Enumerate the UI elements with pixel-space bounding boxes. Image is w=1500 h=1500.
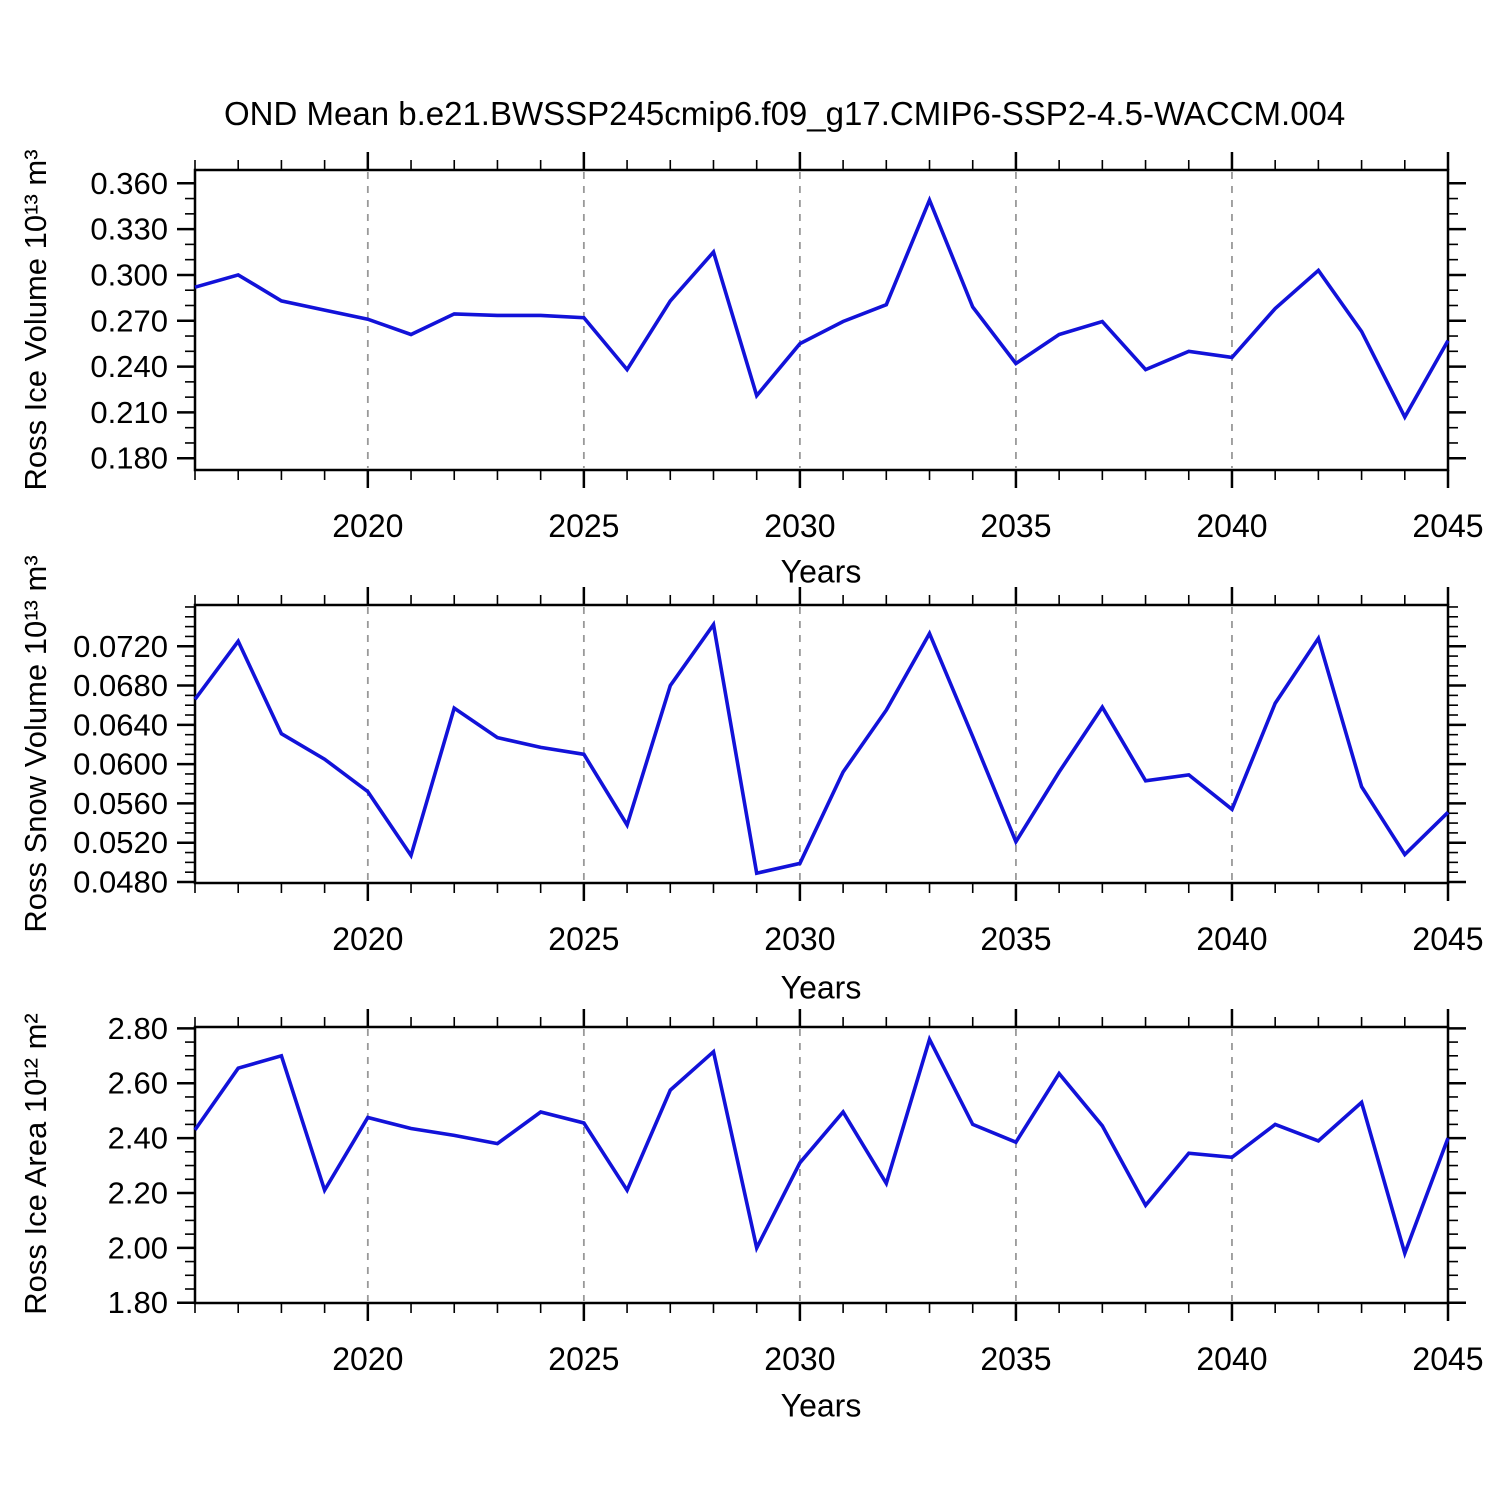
y-tick-label: 0.330 [90, 212, 168, 247]
x-axis-label-years-panel-3: Years [780, 1387, 862, 1424]
x-tick-label: 2035 [980, 921, 1051, 957]
y-axis-label-ross-snow-volume: Ross Snow Volume 10¹³ m³ [18, 555, 53, 933]
y-tick-label: 0.0560 [73, 786, 168, 821]
x-tick-label: 2025 [548, 921, 619, 957]
y-tick-label: 0.240 [90, 349, 168, 384]
x-axis-label-years-panel-1: Years [780, 553, 862, 590]
x-tick-label: 2040 [1196, 921, 1267, 957]
y-tick-label: 0.0680 [73, 668, 168, 703]
y-tick-label: 0.300 [90, 257, 168, 292]
x-tick-label: 2045 [1412, 1341, 1483, 1377]
y-axis-label-ross-ice-volume: Ross Ice Volume 10¹³ m³ [18, 149, 53, 491]
y-axis-label-ross-ice-area: Ross Ice Area 10¹² m² [18, 1013, 53, 1315]
x-tick-label: 2040 [1196, 508, 1267, 544]
plot-frame [193, 1025, 1450, 1305]
plot-frame [193, 168, 1450, 472]
x-tick-label: 2035 [980, 1341, 1051, 1377]
y-tick-label: 1.80 [108, 1285, 168, 1320]
y-tick-label: 2.60 [108, 1066, 168, 1101]
y-tick-label: 0.270 [90, 303, 168, 338]
y-tick-label: 2.40 [108, 1121, 168, 1156]
x-tick-label: 2020 [332, 1341, 403, 1377]
plot-frame [193, 603, 1450, 885]
chart-title: OND Mean b.e21.BWSSP245cmip6.f09_g17.CMI… [224, 95, 1346, 132]
y-tick-label: 0.0600 [73, 747, 168, 782]
y-tick-label: 2.80 [108, 1011, 168, 1046]
x-tick-label: 2040 [1196, 1341, 1267, 1377]
x-tick-label: 2035 [980, 508, 1051, 544]
x-tick-label: 2030 [764, 921, 835, 957]
x-tick-label: 2020 [332, 508, 403, 544]
data-series-line [193, 1034, 1450, 1260]
x-tick-label: 2030 [764, 508, 835, 544]
y-tick-label: 0.360 [90, 166, 168, 201]
x-tick-label: 2025 [548, 1341, 619, 1377]
x-tick-label: 2030 [764, 1341, 835, 1377]
x-tick-label: 2045 [1412, 508, 1483, 544]
y-tick-label: 0.0720 [73, 629, 168, 664]
y-tick-label: 0.0640 [73, 707, 168, 742]
y-tick-label: 0.0520 [73, 825, 168, 860]
y-tick-label: 2.00 [108, 1230, 168, 1265]
x-axis-label-years-panel-2: Years [780, 969, 862, 1006]
y-tick-label: 0.180 [90, 441, 168, 476]
data-series-line [193, 620, 1450, 876]
x-tick-label: 2045 [1412, 921, 1483, 957]
y-tick-label: 2.20 [108, 1175, 168, 1210]
data-series-line [194, 195, 1450, 421]
y-tick-label: 0.0480 [73, 865, 168, 900]
x-tick-label: 2020 [332, 921, 403, 957]
y-tick-label: 0.210 [90, 395, 168, 430]
x-tick-label: 2025 [548, 508, 619, 544]
